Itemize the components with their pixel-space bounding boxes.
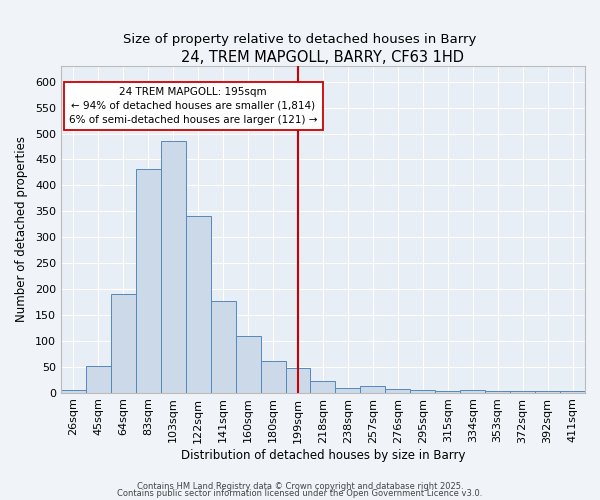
Bar	[161, 142, 186, 392]
Bar	[460, 390, 485, 392]
Text: Contains public sector information licensed under the Open Government Licence v3: Contains public sector information licen…	[118, 489, 482, 498]
Bar	[310, 382, 335, 392]
Bar	[510, 390, 535, 392]
Bar	[61, 390, 86, 392]
Bar	[485, 391, 510, 392]
Bar	[535, 391, 560, 392]
Bar	[361, 386, 385, 392]
Bar	[410, 390, 435, 392]
Text: Size of property relative to detached houses in Barry: Size of property relative to detached ho…	[124, 32, 476, 46]
Bar	[186, 216, 211, 392]
Bar	[211, 301, 236, 392]
Text: Contains HM Land Registry data © Crown copyright and database right 2025.: Contains HM Land Registry data © Crown c…	[137, 482, 463, 491]
Bar	[86, 366, 111, 392]
Bar	[335, 388, 361, 392]
Title: 24, TREM MAPGOLL, BARRY, CF63 1HD: 24, TREM MAPGOLL, BARRY, CF63 1HD	[181, 50, 464, 65]
Bar	[236, 336, 260, 392]
Bar	[111, 294, 136, 392]
Bar	[136, 169, 161, 392]
Bar	[435, 390, 460, 392]
Bar	[385, 389, 410, 392]
Bar	[260, 360, 286, 392]
Text: 24 TREM MAPGOLL: 195sqm
← 94% of detached houses are smaller (1,814)
6% of semi-: 24 TREM MAPGOLL: 195sqm ← 94% of detache…	[69, 87, 317, 125]
Bar	[560, 391, 585, 392]
Bar	[286, 368, 310, 392]
X-axis label: Distribution of detached houses by size in Barry: Distribution of detached houses by size …	[181, 450, 465, 462]
Y-axis label: Number of detached properties: Number of detached properties	[15, 136, 28, 322]
